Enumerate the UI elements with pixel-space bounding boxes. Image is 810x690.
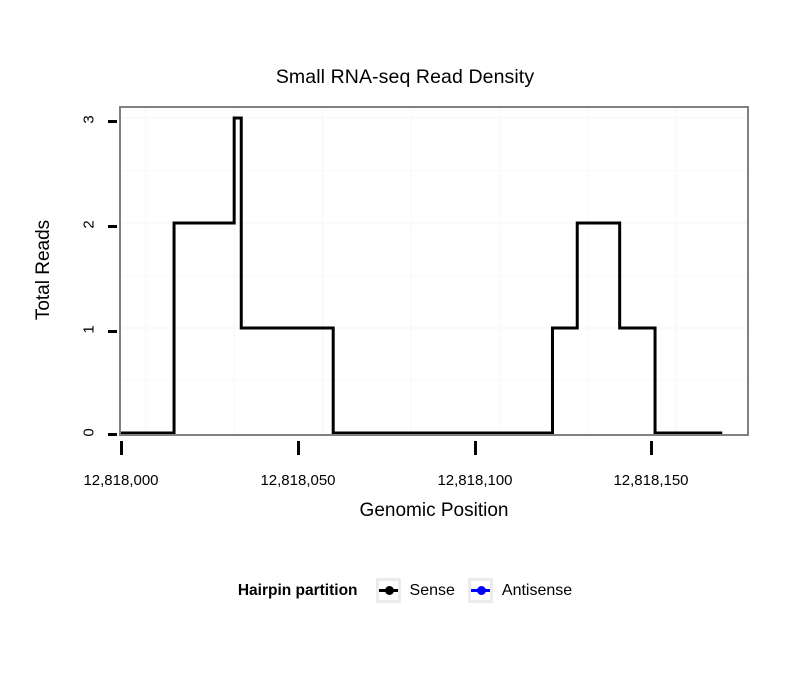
legend-key-sense	[375, 578, 401, 603]
x-tick-label-3: 12,818,100	[437, 472, 513, 489]
plot-panel	[119, 106, 749, 436]
x-tick-mark-2	[297, 441, 300, 455]
legend: Hairpin partition Sense Antisense	[0, 578, 810, 603]
legend-item-sense[interactable]: Sense	[375, 578, 455, 603]
series-line-sense	[121, 116, 723, 434]
point-icon	[384, 586, 394, 595]
y-tick-mark-3	[108, 120, 117, 123]
y-tick-label-1: 1	[80, 325, 98, 334]
legend-title: Hairpin partition	[237, 581, 358, 599]
x-tick-label-4: 12,818,150	[613, 472, 689, 489]
gridlines-major	[121, 108, 747, 434]
point-icon	[476, 586, 486, 595]
plot-canvas	[121, 108, 747, 434]
page-title: Small RNA-seq Read Density	[275, 66, 535, 88]
x-tick-label-1: 12,818,000	[83, 472, 159, 489]
y-tick-mark-1	[108, 330, 117, 333]
legend-key-antisense	[467, 578, 493, 603]
x-tick-mark-1	[120, 441, 123, 455]
x-tick-mark-3	[474, 441, 477, 455]
x-tick-mark-4	[650, 441, 653, 455]
y-tick-label-3: 3	[80, 115, 98, 124]
x-axis-title: Genomic Position	[359, 500, 509, 521]
y-tick-mark-0	[108, 433, 117, 436]
gridlines-minor	[121, 108, 747, 434]
legend-label-sense: Sense	[409, 581, 455, 599]
y-tick-label-2: 2	[80, 220, 98, 229]
y-tick-mark-2	[108, 225, 117, 228]
legend-item-antisense[interactable]: Antisense	[467, 578, 573, 603]
y-tick-label-0: 0	[80, 428, 98, 437]
y-axis-title: Total Reads	[33, 219, 54, 321]
x-tick-label-2: 12,818,050	[260, 472, 336, 489]
legend-label-antisense: Antisense	[501, 581, 573, 599]
data-series-layer	[121, 116, 723, 434]
panel-inner	[121, 108, 747, 434]
